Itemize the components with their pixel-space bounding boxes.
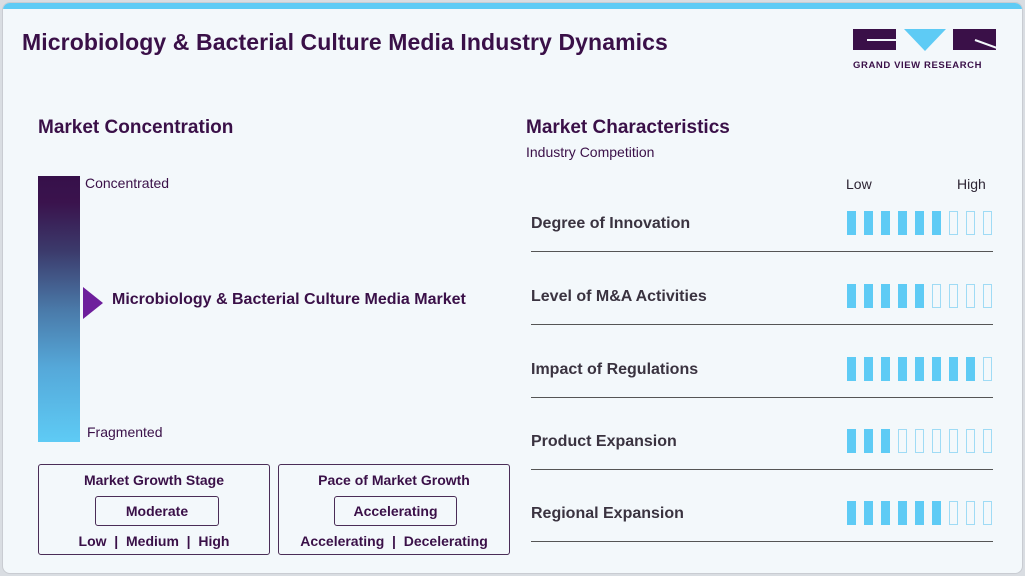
level-segment-filled	[915, 211, 924, 235]
level-segment-filled	[864, 284, 873, 308]
level-segment-empty	[949, 501, 958, 525]
logo-r-block-icon	[953, 29, 998, 50]
level-segment-empty	[949, 429, 958, 453]
level-segment-filled	[932, 211, 941, 235]
level-segment-empty	[949, 284, 958, 308]
level-segment-filled	[898, 501, 907, 525]
logo-text: GRAND VIEW RESEARCH	[853, 60, 983, 71]
characteristic-label: Level of M&A Activities	[531, 288, 707, 305]
level-segment-filled	[881, 211, 890, 235]
characteristic-row: Product Expansion	[531, 421, 993, 493]
level-segment-filled	[932, 501, 941, 525]
level-segment-empty	[949, 211, 958, 235]
level-segment-filled	[881, 284, 890, 308]
scale-high-label: High	[957, 176, 986, 192]
level-segment-filled	[864, 357, 873, 381]
fragmented-label: Fragmented	[87, 424, 163, 440]
level-segment-filled	[915, 284, 924, 308]
concentration-gradient-bar	[38, 176, 80, 442]
growth-pace-value: Accelerating	[334, 496, 457, 526]
growth-stage-value: Moderate	[95, 496, 219, 526]
level-segment-empty	[898, 429, 907, 453]
row-divider	[531, 541, 993, 542]
page-title: Microbiology & Bacterial Culture Media I…	[22, 29, 668, 55]
level-segment-filled	[915, 501, 924, 525]
level-segment-empty	[983, 211, 992, 235]
level-segment-empty	[966, 429, 975, 453]
level-meter	[847, 284, 992, 308]
characteristic-row: Regional Expansion	[531, 493, 993, 565]
level-meter	[847, 501, 992, 525]
growth-stage-title: Market Growth Stage	[83, 472, 225, 488]
market-growth-stage-box: Market Growth Stage Moderate Low | Mediu…	[38, 464, 270, 555]
grand-view-research-logo: GRAND VIEW RESEARCH	[853, 29, 998, 73]
level-segment-empty	[983, 501, 992, 525]
logo-v-triangle-icon	[904, 29, 946, 51]
industry-competition-subtitle: Industry Competition	[526, 144, 655, 160]
growth-stage-options: Low | Medium | High	[78, 533, 230, 549]
level-segment-empty	[983, 284, 992, 308]
growth-pace-options: Accelerating | Decelerating	[300, 533, 488, 549]
level-segment-empty	[932, 284, 941, 308]
row-divider	[531, 397, 993, 398]
row-divider	[531, 324, 993, 325]
characteristic-label: Regional Expansion	[531, 505, 684, 522]
market-position-arrow-icon	[83, 287, 103, 319]
level-segment-filled	[898, 211, 907, 235]
level-segment-filled	[847, 429, 856, 453]
level-segment-filled	[864, 429, 873, 453]
characteristic-row: Impact of Regulations	[531, 349, 993, 421]
market-characteristics-title: Market Characteristics	[526, 117, 730, 138]
characteristic-label: Impact of Regulations	[531, 361, 699, 378]
level-segment-filled	[864, 501, 873, 525]
concentrated-label: Concentrated	[85, 175, 170, 191]
market-position-label: Microbiology & Bacterial Culture Media M…	[112, 291, 466, 308]
characteristic-row: Degree of Innovation	[531, 203, 993, 275]
pace-of-market-growth-box: Pace of Market Growth Accelerating Accel…	[278, 464, 510, 555]
growth-pace-title: Pace of Market Growth	[318, 472, 470, 488]
characteristic-label: Degree of Innovation	[531, 215, 691, 232]
level-segment-filled	[898, 357, 907, 381]
level-meter	[847, 357, 992, 381]
level-segment-filled	[864, 211, 873, 235]
logo-g-block-icon	[853, 29, 896, 50]
level-segment-empty	[932, 429, 941, 453]
row-divider	[531, 469, 993, 470]
level-segment-filled	[881, 357, 890, 381]
level-meter	[847, 211, 992, 235]
level-segment-empty	[966, 284, 975, 308]
level-segment-empty	[966, 211, 975, 235]
level-meter	[847, 429, 992, 453]
level-segment-empty	[983, 357, 992, 381]
level-segment-filled	[932, 357, 941, 381]
level-segment-filled	[966, 357, 975, 381]
characteristic-row: Level of M&A Activities	[531, 276, 993, 348]
level-segment-filled	[949, 357, 958, 381]
market-concentration-title: Market Concentration	[38, 117, 234, 138]
level-segment-filled	[881, 501, 890, 525]
level-segment-filled	[881, 429, 890, 453]
level-segment-empty	[966, 501, 975, 525]
level-segment-filled	[847, 211, 856, 235]
level-segment-filled	[898, 284, 907, 308]
level-segment-empty	[983, 429, 992, 453]
scale-low-label: Low	[846, 176, 872, 192]
row-divider	[531, 251, 993, 252]
level-segment-filled	[847, 501, 856, 525]
characteristic-label: Product Expansion	[531, 433, 677, 450]
accent-top-bar	[3, 3, 1022, 9]
level-segment-filled	[847, 284, 856, 308]
level-segment-filled	[915, 357, 924, 381]
level-segment-filled	[847, 357, 856, 381]
level-segment-empty	[915, 429, 924, 453]
